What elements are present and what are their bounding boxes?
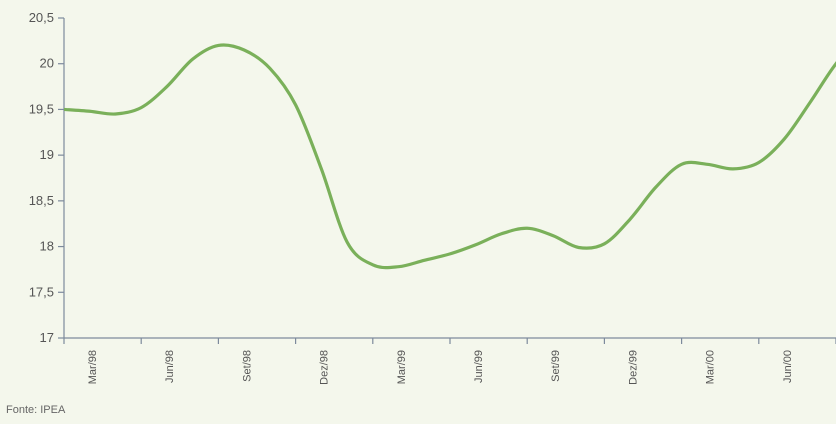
x-tick-label: Jun/98 <box>164 350 176 383</box>
y-tick-label: 19 <box>40 147 54 162</box>
x-tick-label: Set/98 <box>241 350 253 382</box>
y-tick-label: 17 <box>40 330 54 345</box>
x-tick-label: Jun/00 <box>782 350 794 383</box>
x-tick-label: Dez/98 <box>319 350 331 385</box>
y-tick-label: 18,5 <box>29 193 54 208</box>
x-tick-label: Mar/00 <box>705 350 717 384</box>
y-tick-label: 20,5 <box>29 10 54 25</box>
x-tick-label: Jun/99 <box>473 350 485 383</box>
series-line <box>64 43 836 270</box>
x-tick-label: Dez/99 <box>627 350 639 385</box>
source-note: Fonte: IPEA <box>6 404 66 416</box>
y-tick-label: 20 <box>40 56 54 71</box>
y-tick-label: 17,5 <box>29 284 54 299</box>
x-tick-label: Mar/99 <box>396 350 408 384</box>
x-tick-label: Set/99 <box>550 350 562 382</box>
x-tick-label: Mar/98 <box>87 350 99 384</box>
y-tick-label: 18 <box>40 239 54 254</box>
y-tick-label: 19,5 <box>29 101 54 116</box>
